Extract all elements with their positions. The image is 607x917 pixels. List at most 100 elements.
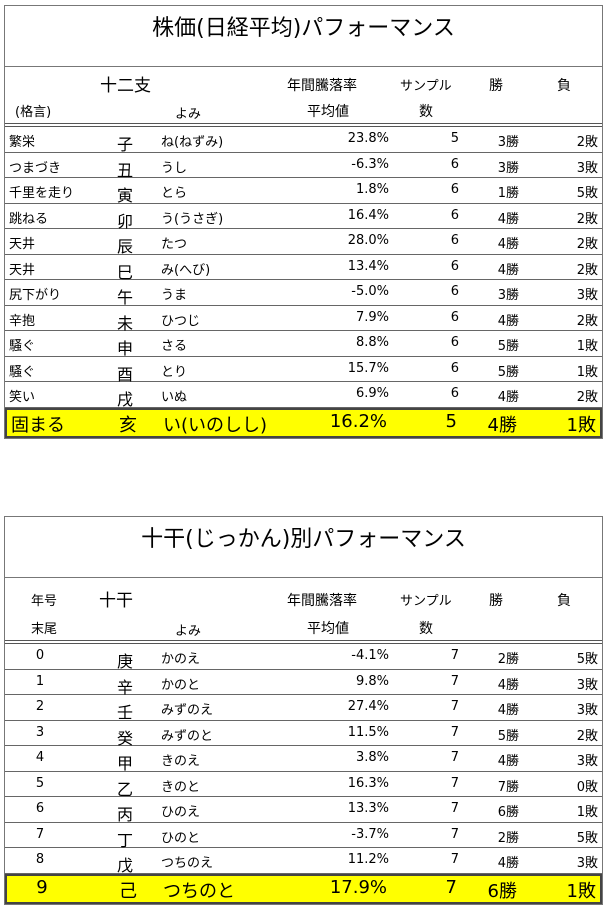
zodiac-title: 株価(日経平均)パフォーマンス — [5, 6, 602, 67]
win-cell: 3勝 — [497, 160, 519, 176]
hdr-proverb: (格言) — [15, 105, 52, 120]
table-row: 千里を走り 寅 とら 1.8% 6 1勝 5敗 — [5, 178, 602, 205]
hdr-lose: 負 — [557, 593, 571, 609]
lose-cell: 5敗 — [576, 830, 598, 846]
win-cell: 4勝 — [497, 856, 519, 871]
first-cell: 尻下がり — [9, 288, 62, 303]
lose-cell: 0敗 — [576, 779, 598, 795]
hdr-group: 十干 — [99, 591, 133, 611]
win-cell: 7勝 — [497, 779, 519, 795]
lose-cell: 3敗 — [576, 754, 598, 769]
hdr-year2: 末尾 — [31, 622, 58, 637]
lose-cell: 1敗 — [566, 414, 596, 436]
win-cell: 6勝 — [487, 880, 517, 902]
sample-cell: 6 — [450, 309, 459, 325]
yomi-cell: きのと — [161, 779, 201, 795]
lose-cell: 5敗 — [576, 186, 598, 201]
rate-cell: 16.4% — [347, 207, 389, 223]
sample-cell: 7 — [450, 826, 459, 842]
table-row: 5 乙 きのと 16.3% 7 7勝 0敗 — [5, 772, 602, 799]
table-row: 6 丙 ひのえ 13.3% 7 6勝 1敗 — [5, 797, 602, 824]
table-row: 4 甲 きのえ 3.8% 7 4勝 3敗 — [5, 746, 602, 773]
hdr-yomi: よみ — [175, 107, 202, 122]
sample-cell: 7 — [445, 876, 457, 898]
sample-cell: 7 — [450, 750, 459, 765]
hdr-sample2: 数 — [419, 621, 433, 637]
lose-cell: 3敗 — [576, 856, 598, 871]
yomi-cell: いぬ — [161, 390, 188, 405]
yomi-cell: ね(ねずみ) — [161, 135, 224, 150]
rate-cell: 13.3% — [347, 801, 389, 816]
sample-cell: 6 — [450, 207, 459, 223]
table-row: つまづき 丑 うし -6.3% 6 3勝 3敗 — [5, 153, 602, 180]
lose-cell: 5敗 — [576, 652, 598, 667]
win-cell: 4勝 — [497, 313, 519, 329]
lose-cell: 3敗 — [576, 160, 598, 176]
win-cell: 2勝 — [497, 652, 519, 667]
sample-cell: 7 — [450, 699, 459, 714]
sign-cell: 庚 — [117, 652, 134, 671]
sample-cell: 6 — [450, 258, 459, 274]
table-row: 天井 巳 み(へび) 13.4% 6 4勝 2敗 — [5, 255, 602, 282]
first-cell: 3 — [35, 724, 45, 740]
table-row: 騒ぐ 酉 とり 15.7% 6 5勝 1敗 — [5, 357, 602, 384]
hdr-win: 勝 — [489, 78, 503, 94]
first-cell: 0 — [35, 648, 45, 663]
yomi-cell: ひのえ — [161, 805, 201, 820]
first-cell: 天井 — [9, 262, 36, 278]
yomi-cell: みずのえ — [161, 703, 214, 718]
hdr-rate1: 年間騰落率 — [287, 593, 357, 609]
yomi-cell: とり — [161, 364, 188, 380]
hdr-rate1: 年間騰落率 — [287, 78, 357, 94]
win-cell: 5勝 — [497, 364, 519, 380]
yomi-cell: ひつじ — [161, 313, 201, 329]
sign-cell: 未 — [117, 313, 134, 333]
sign-cell: 丑 — [117, 160, 134, 180]
rate-cell: 17.9% — [329, 876, 387, 898]
yomi-cell: つちのと — [163, 880, 235, 902]
win-cell: 5勝 — [497, 339, 519, 354]
hdr-year1: 年号 — [31, 594, 58, 609]
sign-cell: 丙 — [117, 805, 134, 824]
yomi-cell: ひのと — [161, 830, 201, 846]
sign-cell: 巳 — [117, 262, 134, 282]
table-row: 辛抱 未 ひつじ 7.9% 6 4勝 2敗 — [5, 306, 602, 333]
hdr-sample1: サンプル — [400, 594, 452, 609]
hdr-lose: 負 — [557, 78, 571, 94]
sign-cell: 戌 — [117, 390, 134, 409]
win-cell: 4勝 — [497, 262, 519, 278]
rate-cell: -5.0% — [351, 284, 389, 299]
sample-cell: 6 — [450, 335, 459, 350]
sample-cell: 6 — [450, 156, 459, 172]
sample-cell: 6 — [450, 233, 459, 248]
hdr-group: 十二支 — [100, 76, 151, 96]
first-cell: 千里を走り — [9, 186, 75, 201]
hdr-sample1: サンプル — [400, 79, 452, 94]
sign-cell: 乙 — [117, 779, 134, 799]
first-cell: 固まる — [11, 414, 65, 436]
lose-cell: 1敗 — [566, 880, 596, 902]
first-cell: 笑い — [9, 390, 36, 405]
table-row: 8 戊 つちのえ 11.2% 7 4勝 3敗 — [5, 848, 602, 875]
table-row: 固まる 亥 い(いのしし) 16.2% 5 4勝 1敗 — [5, 407, 602, 438]
yomi-cell: みずのと — [161, 728, 214, 744]
first-cell: 騒ぐ — [9, 339, 36, 354]
rate-cell: -3.7% — [351, 826, 389, 842]
sample-cell: 5 — [450, 131, 459, 146]
hdr-rate2: 平均値 — [307, 621, 349, 637]
yomi-cell: かのと — [161, 677, 201, 693]
win-cell: 4勝 — [497, 677, 519, 693]
rate-cell: 11.5% — [347, 724, 389, 740]
rate-cell: 16.2% — [329, 410, 387, 432]
lose-cell: 1敗 — [576, 805, 598, 820]
yomi-cell: つちのえ — [161, 856, 214, 871]
rate-cell: -4.1% — [351, 648, 389, 663]
sign-cell: 午 — [117, 288, 134, 307]
table-row: 0 庚 かのえ -4.1% 7 2勝 5敗 — [5, 644, 602, 671]
rate-cell: 23.8% — [347, 131, 389, 146]
win-cell: 1勝 — [497, 186, 519, 201]
yomi-cell: うし — [161, 160, 188, 176]
rate-cell: 15.7% — [347, 360, 389, 376]
table-row: 1 辛 かのと 9.8% 7 4勝 3敗 — [5, 670, 602, 697]
lose-cell: 2敗 — [576, 262, 598, 278]
